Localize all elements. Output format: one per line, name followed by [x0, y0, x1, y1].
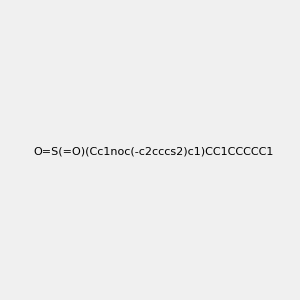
Text: O=S(=O)(Cc1noc(-c2cccs2)c1)CC1CCCCC1: O=S(=O)(Cc1noc(-c2cccs2)c1)CC1CCCCC1 [34, 146, 274, 157]
